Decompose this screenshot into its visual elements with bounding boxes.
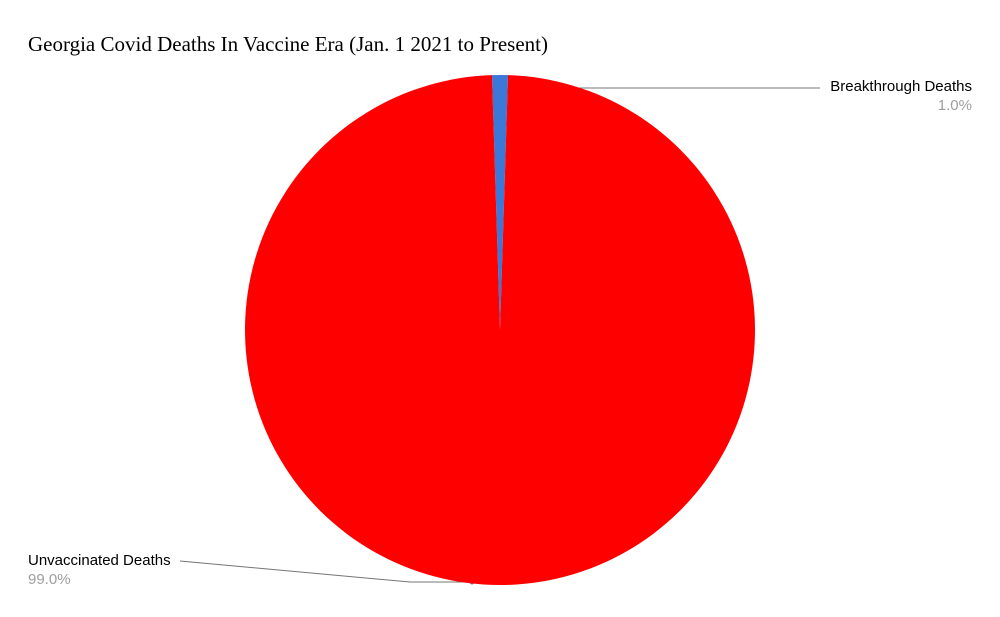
label-breakthrough: Breakthrough Deaths 1.0% — [830, 78, 972, 114]
label-unvaccinated: Unvaccinated Deaths 99.0% — [28, 552, 171, 588]
pie-svg — [245, 75, 755, 585]
label-breakthrough-pct: 1.0% — [830, 97, 972, 114]
label-unvaccinated-pct: 99.0% — [28, 571, 171, 588]
chart-container: Georgia Covid Deaths In Vaccine Era (Jan… — [0, 0, 1000, 617]
label-breakthrough-name: Breakthrough Deaths — [830, 78, 972, 95]
label-unvaccinated-name: Unvaccinated Deaths — [28, 552, 171, 569]
pie-chart — [245, 75, 755, 585]
